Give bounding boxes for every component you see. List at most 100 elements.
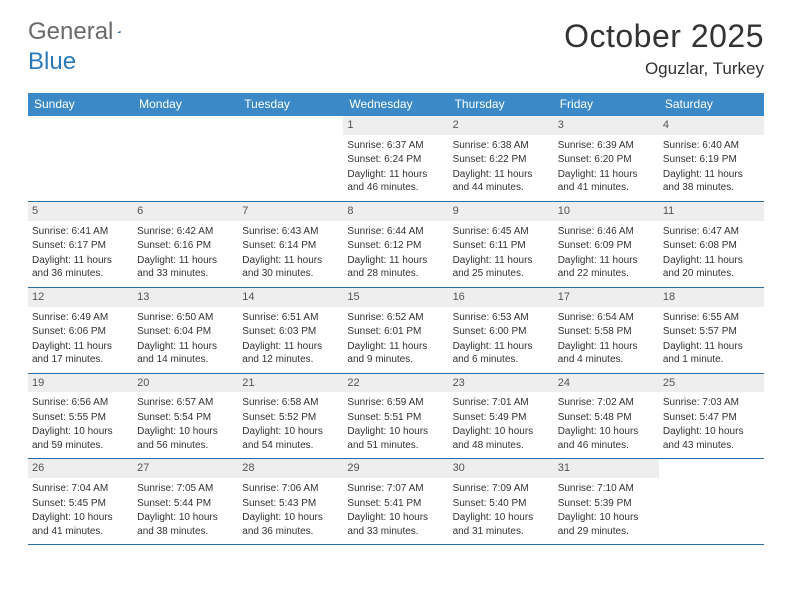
day-number: 25 [659, 374, 764, 393]
daylight-text: Daylight: 11 hours and 41 minutes. [558, 168, 655, 195]
sunrise-text: Sunrise: 6:46 AM [558, 225, 655, 239]
day-number: 19 [28, 374, 133, 393]
sunset-text: Sunset: 5:55 PM [32, 411, 129, 425]
week-row: 12 Sunrise: 6:49 AMSunset: 6:06 PM Dayligh… [28, 288, 764, 374]
sunset-text: Sunset: 6:24 PM [347, 153, 444, 167]
sunrise-text: Sunrise: 6:42 AM [137, 225, 234, 239]
sunset-text: Sunset: 5:49 PM [453, 411, 550, 425]
month-title: October 2025 [564, 18, 764, 55]
sunset-text: Sunset: 6:22 PM [453, 153, 550, 167]
day-cell: 19 Sunrise: 6:56 AMSunset: 5:55 PMDayligh… [28, 374, 133, 459]
day-cell: 30Sunrise: 7:09 AMSunset: 5:40 PMDayligh… [449, 459, 554, 544]
daylight-text: Daylight: 11 hours and 36 minutes. [32, 254, 129, 281]
day-number: 12 [28, 288, 133, 307]
day-cell: 3 Sunrise: 6:39 AMSunset: 6:20 PMDaylight… [554, 116, 659, 201]
daylight-text: Daylight: 11 hours and 20 minutes. [663, 254, 760, 281]
sunset-text: Sunset: 6:01 PM [347, 325, 444, 339]
daylight-text: Daylight: 10 hours and 48 minutes. [453, 425, 550, 452]
day-cell: 8Sunrise: 6:44 AMSunset: 6:12 PMDaylight… [343, 202, 448, 287]
day-cell: 15Sunrise: 6:52 AMSunset: 6:01 PMDayligh… [343, 288, 448, 373]
sunset-text: Sunset: 5:41 PM [347, 497, 444, 511]
day-cell: 2Sunrise: 6:38 AMSunset: 6:22 PMDaylight… [449, 116, 554, 201]
sunrise-text: Sunrise: 7:10 AM [558, 482, 655, 496]
sunset-text: Sunset: 5:58 PM [558, 325, 655, 339]
sunset-text: Sunset: 6:11 PM [453, 239, 550, 253]
daylight-text: Daylight: 10 hours and 46 minutes. [558, 425, 655, 452]
sunset-text: Sunset: 6:03 PM [242, 325, 339, 339]
day-cell: 9Sunrise: 6:45 AMSunset: 6:11 PMDaylight… [449, 202, 554, 287]
day-number: 26 [28, 459, 133, 478]
day-number: 9 [449, 202, 554, 221]
day-cell: 6Sunrise: 6:42 AMSunset: 6:16 PMDaylight… [133, 202, 238, 287]
day-number: 28 [238, 459, 343, 478]
day-number: 10 [554, 202, 659, 221]
sunrise-text: Sunrise: 7:07 AM [347, 482, 444, 496]
day-number: 11 [659, 202, 764, 221]
day-cell: 1Sunrise: 6:37 AMSunset: 6:24 PMDaylight… [343, 116, 448, 201]
day-number: 30 [449, 459, 554, 478]
daylight-text: Daylight: 10 hours and 54 minutes. [242, 425, 339, 452]
calendar: Sunday Monday Tuesday Wednesday Thursday… [28, 93, 764, 545]
sunset-text: Sunset: 5:54 PM [137, 411, 234, 425]
sunrise-text: Sunrise: 6:37 AM [347, 139, 444, 153]
day-number: 17 [554, 288, 659, 307]
sunset-text: Sunset: 6:06 PM [32, 325, 129, 339]
daylight-text: Daylight: 11 hours and 22 minutes. [558, 254, 655, 281]
day-number: 8 [343, 202, 448, 221]
day-number: 3 [554, 116, 659, 135]
daylight-text: Daylight: 11 hours and 14 minutes. [137, 340, 234, 367]
sunset-text: Sunset: 6:17 PM [32, 239, 129, 253]
sunset-text: Sunset: 5:40 PM [453, 497, 550, 511]
daylight-text: Daylight: 11 hours and 28 minutes. [347, 254, 444, 281]
daylight-text: Daylight: 10 hours and 29 minutes. [558, 511, 655, 538]
day-cell [238, 116, 343, 201]
day-cell: 20Sunrise: 6:57 AMSunset: 5:54 PMDayligh… [133, 374, 238, 459]
daylight-text: Daylight: 10 hours and 33 minutes. [347, 511, 444, 538]
sunrise-text: Sunrise: 6:47 AM [663, 225, 760, 239]
logo-triangle-icon [117, 23, 121, 41]
day-cell: 11Sunrise: 6:47 AMSunset: 6:08 PMDayligh… [659, 202, 764, 287]
sunrise-text: Sunrise: 6:39 AM [558, 139, 655, 153]
sunset-text: Sunset: 5:48 PM [558, 411, 655, 425]
sunset-text: Sunset: 6:00 PM [453, 325, 550, 339]
weekday-header: Sunday Monday Tuesday Wednesday Thursday… [28, 93, 764, 116]
daylight-text: Daylight: 11 hours and 38 minutes. [663, 168, 760, 195]
day-cell: 4Sunrise: 6:40 AMSunset: 6:19 PMDaylight… [659, 116, 764, 201]
daylight-text: Daylight: 10 hours and 59 minutes. [32, 425, 129, 452]
day-cell: 5Sunrise: 6:41 AMSunset: 6:17 PMDaylight… [28, 202, 133, 287]
sunrise-text: Sunrise: 7:03 AM [663, 396, 760, 410]
daylight-text: Daylight: 11 hours and 1 minute. [663, 340, 760, 367]
weekday-fri: Friday [554, 93, 659, 116]
sunrise-text: Sunrise: 6:52 AM [347, 311, 444, 325]
daylight-text: Daylight: 11 hours and 12 minutes. [242, 340, 339, 367]
sunrise-text: Sunrise: 6:54 AM [558, 311, 655, 325]
day-cell: 25Sunrise: 7:03 AMSunset: 5:47 PMDayligh… [659, 374, 764, 459]
daylight-text: Daylight: 10 hours and 51 minutes. [347, 425, 444, 452]
sunrise-text: Sunrise: 6:49 AM [32, 311, 129, 325]
day-number: 15 [343, 288, 448, 307]
day-cell: 22Sunrise: 6:59 AMSunset: 5:51 PMDayligh… [343, 374, 448, 459]
sunset-text: Sunset: 5:57 PM [663, 325, 760, 339]
sunrise-text: Sunrise: 6:51 AM [242, 311, 339, 325]
week-row: 5Sunrise: 6:41 AMSunset: 6:17 PMDaylight… [28, 202, 764, 288]
sunrise-text: Sunrise: 6:56 AM [32, 396, 129, 410]
day-cell: 23Sunrise: 7:01 AMSunset: 5:49 PMDayligh… [449, 374, 554, 459]
sunset-text: Sunset: 6:20 PM [558, 153, 655, 167]
sunrise-text: Sunrise: 7:05 AM [137, 482, 234, 496]
day-cell: 31Sunrise: 7:10 AMSunset: 5:39 PMDayligh… [554, 459, 659, 544]
weekday-sun: Sunday [28, 93, 133, 116]
week-row: 1Sunrise: 6:37 AMSunset: 6:24 PMDaylight… [28, 116, 764, 202]
sunrise-text: Sunrise: 6:55 AM [663, 311, 760, 325]
day-cell: 27Sunrise: 7:05 AMSunset: 5:44 PMDayligh… [133, 459, 238, 544]
daylight-text: Daylight: 11 hours and 30 minutes. [242, 254, 339, 281]
day-number: 2 [449, 116, 554, 135]
day-number: 27 [133, 459, 238, 478]
logo-text-1: General [28, 18, 113, 46]
sunrise-text: Sunrise: 6:38 AM [453, 139, 550, 153]
day-cell: 24Sunrise: 7:02 AMSunset: 5:48 PMDayligh… [554, 374, 659, 459]
day-number: 21 [238, 374, 343, 393]
day-number: 18 [659, 288, 764, 307]
daylight-text: Daylight: 11 hours and 25 minutes. [453, 254, 550, 281]
sunrise-text: Sunrise: 7:09 AM [453, 482, 550, 496]
day-cell: 28Sunrise: 7:06 AMSunset: 5:43 PMDayligh… [238, 459, 343, 544]
